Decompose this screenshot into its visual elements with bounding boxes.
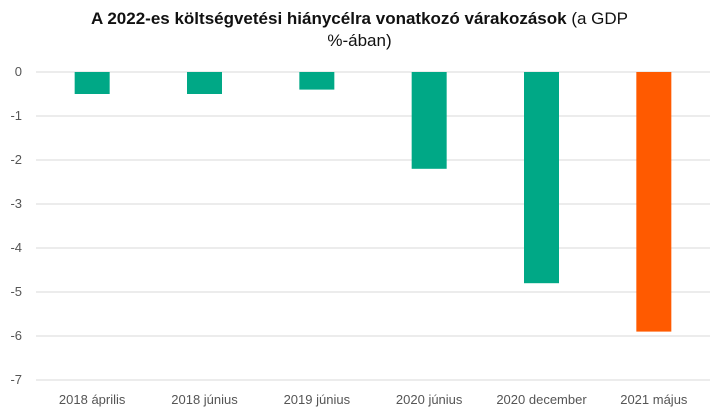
x-tick-label: 2021 május (620, 392, 688, 407)
y-tick-label: -6 (10, 328, 22, 343)
bar (74, 72, 110, 94)
y-tick-label: -7 (10, 372, 22, 387)
y-tick-label: -5 (10, 284, 22, 299)
y-tick-label: -4 (10, 240, 22, 255)
bar (524, 72, 559, 284)
chart-title-normal-line2: %-ában) (327, 31, 392, 50)
x-tick-label: 2019 június (284, 392, 351, 407)
bar (299, 72, 335, 90)
y-tick-label: 0 (15, 64, 22, 79)
chart-title: A 2022-es költségvetési hiánycélra vonat… (0, 8, 719, 52)
bar (636, 72, 672, 332)
x-tick-label: 2018 június (171, 392, 238, 407)
chart-title-bold: A 2022-es költségvetési hiánycélra vonat… (90, 9, 567, 28)
x-tick-label: 2018 április (59, 392, 126, 407)
y-tick-label: -2 (10, 152, 22, 167)
x-tick-label: 2020 június (396, 392, 463, 407)
y-tick-label: -1 (10, 108, 22, 123)
x-tick-label: 2020 december (496, 392, 587, 407)
y-tick-label: -3 (10, 196, 22, 211)
chart-title-normal: (a GDP (566, 9, 628, 28)
bar (411, 72, 447, 169)
bar (187, 72, 222, 94)
